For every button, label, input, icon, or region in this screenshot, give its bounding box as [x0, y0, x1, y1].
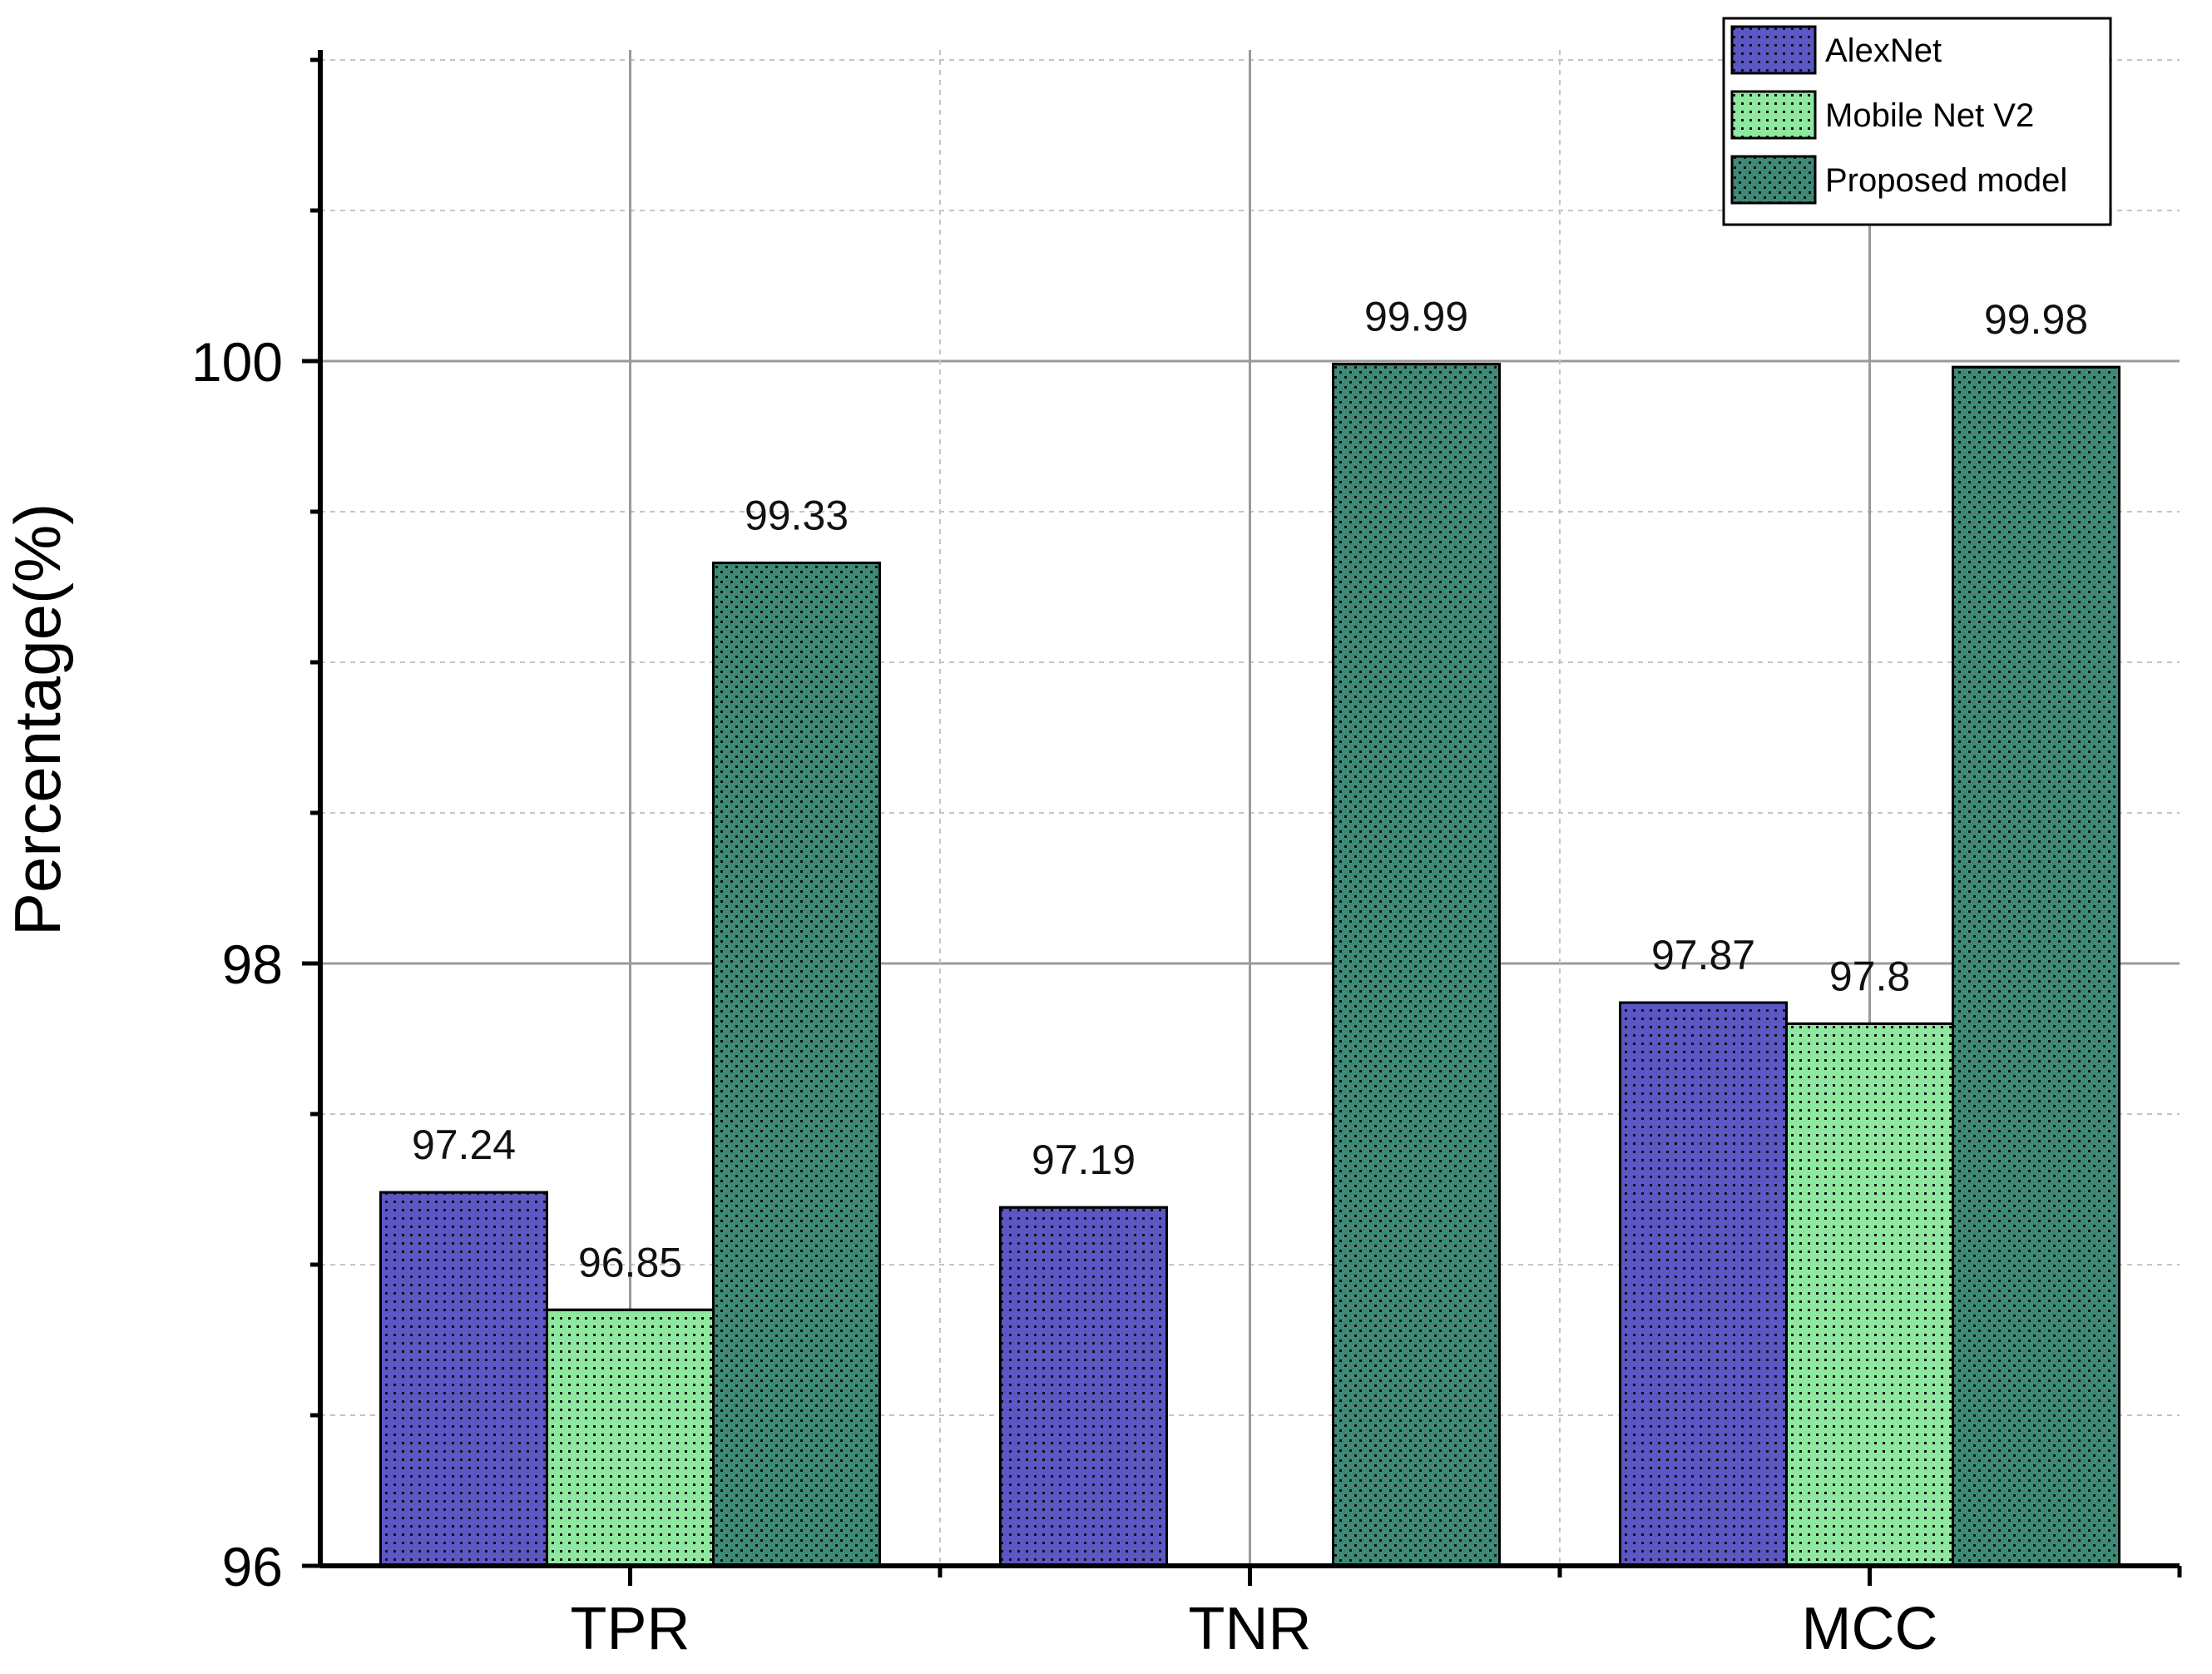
bar-pattern — [546, 1308, 715, 1568]
bars — [379, 363, 2120, 1568]
data-labels: 97.24 96.85 99.33 97.19 99.99 97.87 97.8 99.98 — [412, 294, 2088, 1286]
bar-pattern — [1619, 1001, 1788, 1568]
axes: 96 98 100 TPR TNR MCC — [191, 50, 2182, 1662]
data-label: 99.98 — [1984, 296, 2088, 343]
legend-swatch-pattern — [1730, 155, 1817, 205]
x-tick-label: TNR — [1189, 1596, 1312, 1662]
bar-pattern — [1332, 363, 1501, 1568]
data-label: 97.24 — [412, 1122, 516, 1168]
legend-label: Mobile Net V2 — [1825, 97, 2034, 134]
y-tick-label: 100 — [191, 331, 283, 393]
bar-pattern — [1952, 365, 2120, 1568]
bar-pattern — [379, 1191, 548, 1568]
data-label: 97.19 — [1032, 1137, 1136, 1183]
bar-pattern — [1785, 1022, 1954, 1568]
y-tick-label: 96 — [222, 1536, 283, 1597]
y-tick-label: 98 — [222, 934, 283, 995]
data-label: 99.33 — [745, 493, 849, 539]
data-label: 96.85 — [578, 1239, 682, 1285]
x-tick-label: TPR — [571, 1596, 690, 1662]
bar-pattern — [999, 1206, 1168, 1568]
data-label: 99.99 — [1364, 294, 1468, 340]
legend-label: AlexNet — [1825, 32, 1942, 69]
bar-pattern — [712, 562, 881, 1568]
legend-swatch-pattern — [1730, 25, 1817, 75]
x-tick-label: MCC — [1802, 1596, 1938, 1662]
legend-label: Proposed model — [1825, 162, 2067, 199]
data-label: 97.87 — [1651, 932, 1755, 978]
legend: AlexNet Mobile Net V2 Proposed model — [1722, 17, 2112, 226]
grid-lines — [320, 50, 2180, 1566]
legend-swatch-pattern — [1730, 90, 1817, 140]
y-axis-label: Percentage(%) — [1, 503, 74, 936]
data-label: 97.8 — [1829, 953, 1910, 999]
